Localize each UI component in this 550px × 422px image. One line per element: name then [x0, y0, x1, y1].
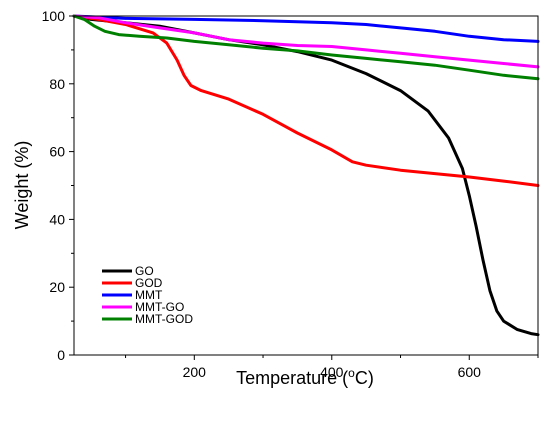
y-tick-label: 0: [57, 347, 65, 363]
y-tick-label: 40: [49, 211, 65, 227]
x-axis-title-suffix: C): [355, 368, 374, 388]
x-axis-title-prefix: Temperature (: [236, 368, 348, 388]
x-tick-label: 600: [458, 364, 482, 380]
legend-label-mmt-go: MMT-GO: [135, 300, 184, 314]
x-axis-title: Temperature (oC): [236, 366, 374, 388]
y-axis-title: Weight (%): [12, 141, 32, 230]
series-lines: [72, 14, 540, 337]
series-line-mmt: [72, 14, 540, 43]
legend-label-mmt: MMT: [135, 288, 163, 302]
y-tick-label: 60: [49, 144, 65, 160]
x-tick-label: 400: [320, 364, 344, 380]
y-tick-label: 80: [49, 76, 65, 92]
y-tick-label: 100: [42, 8, 66, 24]
y-tick-label: 20: [49, 279, 65, 295]
series-line-mmt-go: [72, 14, 540, 69]
series-line-god: [72, 14, 540, 187]
series-line-mmt-god: [72, 14, 540, 81]
tick-labels: 200 400 600 0 20 40 60 80 100: [42, 8, 482, 380]
legend-label-go: GO: [135, 264, 154, 278]
x-tick-label: 200: [183, 364, 207, 380]
x-axis-title-sup: o: [348, 366, 355, 380]
legend-label-god: GOD: [135, 276, 163, 290]
tick-marks: [69, 15, 539, 360]
legend-label-mmt-god: MMT-GOD: [135, 312, 193, 326]
